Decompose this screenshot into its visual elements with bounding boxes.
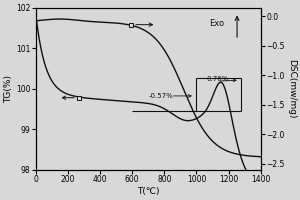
Text: 0.76%: 0.76% (206, 76, 229, 82)
X-axis label: T(℃): T(℃) (137, 187, 160, 196)
Y-axis label: DSC(mw/mg): DSC(mw/mg) (287, 59, 296, 118)
Text: -0.57%: -0.57% (149, 93, 173, 99)
Text: Exo: Exo (209, 19, 224, 28)
Y-axis label: TG(%): TG(%) (4, 75, 13, 103)
